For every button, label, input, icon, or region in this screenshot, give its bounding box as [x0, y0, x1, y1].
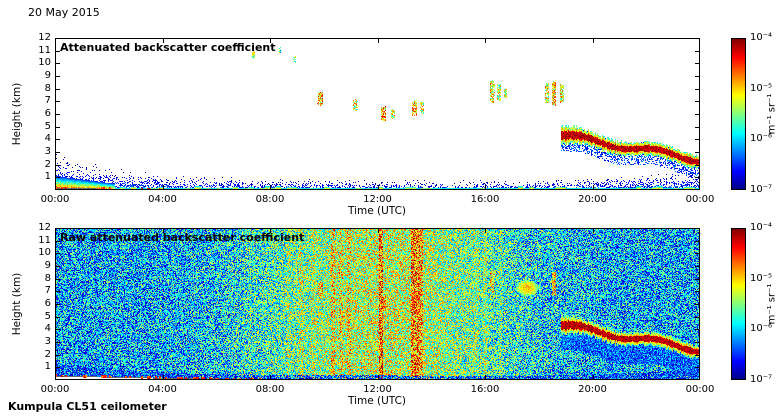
clean-colorbar-units-label: m⁻¹ sr⁻¹ [766, 93, 778, 135]
x-tick-label: 20:00 [578, 384, 607, 395]
clean-backscatter-heatmap [55, 38, 700, 190]
y-tick-label: 12 [38, 222, 51, 233]
colorbar-tick-label: 10⁻⁶ [750, 133, 773, 145]
raw-panel-xlabel: Time (UTC) [347, 395, 407, 407]
y-tick-label: 7 [44, 285, 51, 297]
y-tick-label: 5 [44, 310, 51, 322]
raw-backscatter-heatmap [55, 228, 700, 380]
y-tick-label: 6 [44, 298, 51, 309]
y-tick-label: 11 [38, 44, 51, 56]
clean-panel-xlabel: Time (UTC) [347, 205, 407, 217]
y-tick-label: 7 [44, 95, 51, 107]
colorbar-tick-label: 10⁻⁵ [750, 272, 773, 284]
x-tick-label: 16:00 [470, 384, 500, 395]
raw-panel-title: Raw attenuated backscatter coefficient [60, 231, 305, 244]
colorbar-tick-label: 10⁻⁴ [750, 32, 773, 43]
y-tick-label: 10 [38, 247, 51, 259]
clean-panel-colorbar [731, 38, 746, 190]
raw-colorbar-units-label: m⁻¹ sr⁻¹ [766, 283, 778, 325]
y-tick-label: 5 [44, 120, 51, 132]
x-tick-label: 00:00 [685, 384, 715, 395]
colorbar-tick-label: 10⁻⁷ [750, 374, 773, 385]
x-tick-label: 04:00 [148, 384, 177, 395]
y-tick-label: 1 [44, 361, 51, 373]
y-tick-label: 2 [44, 348, 51, 360]
instrument-label: Kumpula CL51 ceilometer [8, 400, 167, 413]
colorbar-tick-label: 10⁻⁴ [750, 222, 773, 233]
clean-panel-title: Attenuated backscatter coefficient [60, 41, 276, 54]
colorbar-tick-label: 10⁻⁵ [750, 82, 773, 94]
y-tick-label: 12 [38, 32, 51, 43]
y-tick-label: 10 [38, 57, 51, 69]
y-tick-label: 4 [44, 323, 51, 335]
x-tick-label: 08:00 [255, 194, 285, 205]
x-tick-label: 20:00 [578, 194, 607, 205]
clean-panel-ylabel: Height (km) [11, 82, 23, 146]
x-tick-label: 00:00 [40, 384, 70, 395]
y-tick-label: 6 [44, 108, 51, 119]
x-tick-label: 00:00 [685, 194, 715, 205]
x-tick-label: 16:00 [470, 194, 500, 205]
colorbar-tick-label: 10⁻⁷ [750, 184, 773, 195]
colorbar-tick-label: 10⁻⁶ [750, 323, 773, 335]
y-tick-label: 9 [44, 260, 51, 271]
date-label: 20 May 2015 [28, 6, 100, 19]
y-tick-label: 4 [44, 133, 51, 145]
y-tick-label: 8 [44, 82, 51, 94]
raw-panel-colorbar [731, 228, 746, 380]
x-tick-label: 12:00 [363, 384, 392, 395]
x-tick-label: 04:00 [148, 194, 177, 205]
x-tick-label: 00:00 [40, 194, 70, 205]
y-tick-label: 1 [44, 171, 51, 183]
raw-panel-ylabel: Height (km) [11, 272, 23, 336]
y-tick-label: 3 [44, 146, 51, 157]
y-tick-label: 9 [44, 70, 51, 81]
y-tick-label: 11 [38, 234, 51, 246]
x-tick-label: 12:00 [363, 194, 392, 205]
y-tick-label: 2 [44, 158, 51, 170]
y-tick-label: 8 [44, 272, 51, 284]
y-tick-label: 3 [44, 336, 51, 347]
x-tick-label: 08:00 [255, 384, 285, 395]
